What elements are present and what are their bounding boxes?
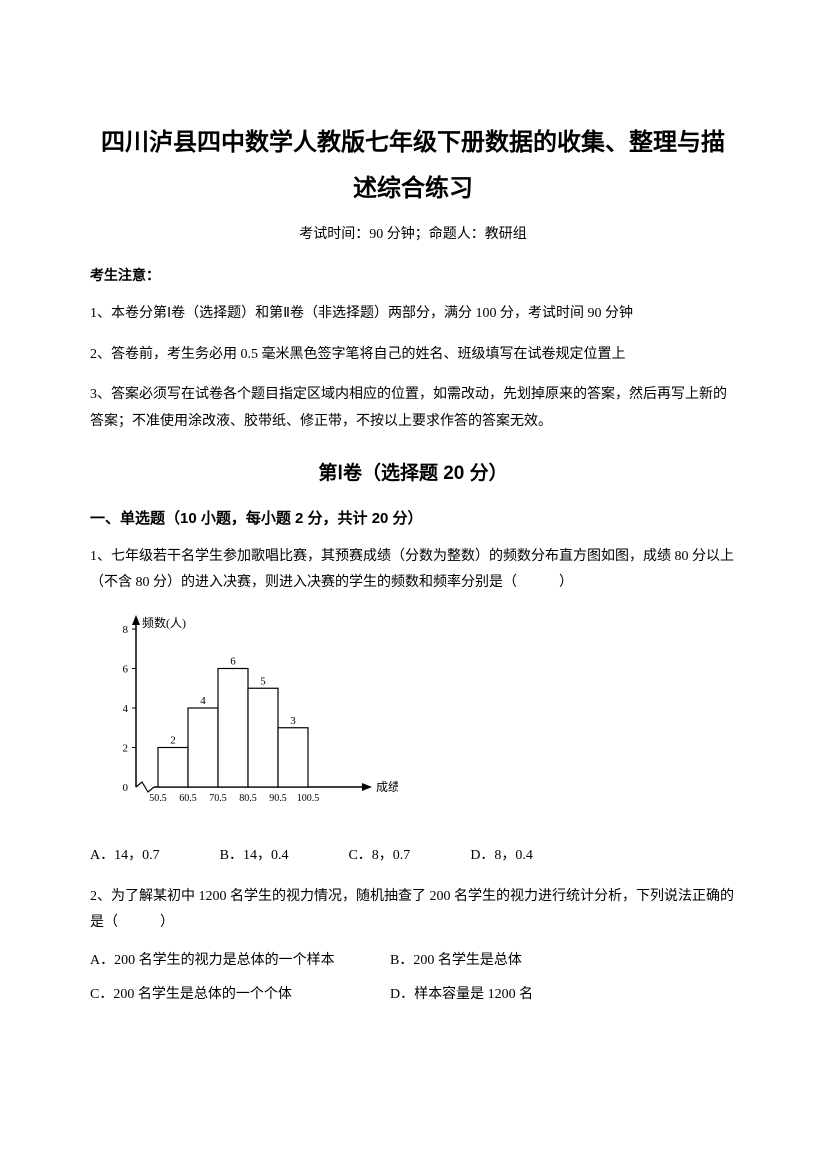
q1-option-c: C．8，0.7 bbox=[348, 844, 410, 864]
svg-text:8: 8 bbox=[123, 624, 129, 636]
notice-item: 1、本卷分第Ⅰ卷（选择题）和第Ⅱ卷（非选择题）两部分，满分 100 分，考试时间… bbox=[90, 301, 736, 328]
svg-text:6: 6 bbox=[123, 663, 129, 675]
svg-text:2: 2 bbox=[170, 734, 176, 746]
q2-option-c: C．200 名学生是总体的一个个体 bbox=[90, 983, 350, 1003]
question-1-text: 1、七年级若干名学生参加歌唱比赛，其预赛成绩（分数为整数）的频数分布直方图如图，… bbox=[90, 544, 736, 597]
q1-histogram: 0 2 4 6 8 频数(人) 成绩/分 2 4 6 5 3 50.5 60.5 70.5 80.5 90.5 1… bbox=[98, 609, 736, 824]
q2-option-a: A．200 名学生的视力是总体的一个样本 bbox=[90, 949, 350, 969]
svg-text:4: 4 bbox=[200, 695, 206, 707]
q1-options: A．14，0.7 B．14，0.4 C．8，0.7 D．8，0.4 bbox=[90, 844, 736, 864]
notice-heading: 考生注意： bbox=[90, 265, 736, 285]
section-heading: 第Ⅰ卷（选择题 20 分） bbox=[90, 458, 736, 485]
svg-text:90.5: 90.5 bbox=[269, 793, 287, 804]
svg-text:100.5: 100.5 bbox=[297, 793, 320, 804]
svg-text:6: 6 bbox=[230, 655, 236, 667]
q2-option-d: D．样本容量是 1200 名 bbox=[390, 983, 650, 1003]
part-heading: 一、单选题（10 小题，每小题 2 分，共计 20 分） bbox=[90, 507, 736, 528]
svg-text:2: 2 bbox=[123, 742, 129, 754]
svg-text:频数(人): 频数(人) bbox=[142, 615, 186, 630]
q2-options: A．200 名学生的视力是总体的一个样本 B．200 名学生是总体 C．200 … bbox=[90, 949, 736, 1003]
notice-item: 2、答卷前，考生务必用 0.5 毫米黑色签字笔将自己的姓名、班级填写在试卷规定位… bbox=[90, 342, 736, 369]
svg-text:0: 0 bbox=[123, 782, 129, 794]
exam-subtitle: 考试时间：90 分钟；命题人：教研组 bbox=[90, 223, 736, 243]
q1-option-b: B．14，0.4 bbox=[220, 844, 289, 864]
svg-text:70.5: 70.5 bbox=[209, 793, 227, 804]
histogram-svg: 0 2 4 6 8 频数(人) 成绩/分 2 4 6 5 3 50.5 60.5 70.5 80.5 90.5 1… bbox=[98, 609, 398, 819]
notice-item: 3、答案必须写在试卷各个题目指定区域内相应的位置，如需改动，先划掉原来的答案，然… bbox=[90, 382, 736, 435]
q2-option-b: B．200 名学生是总体 bbox=[390, 949, 650, 969]
exam-page: 四川泸县四中数学人教版七年级下册数据的收集、整理与描述综合练习 考试时间：90 … bbox=[0, 0, 826, 1169]
q1-option-d: D．8，0.4 bbox=[470, 844, 533, 864]
svg-text:成绩/分: 成绩/分 bbox=[376, 780, 398, 794]
svg-text:5: 5 bbox=[260, 675, 266, 687]
svg-text:50.5: 50.5 bbox=[149, 793, 167, 804]
svg-text:4: 4 bbox=[123, 703, 129, 715]
exam-title: 四川泸县四中数学人教版七年级下册数据的收集、整理与描述综合练习 bbox=[90, 120, 736, 211]
q1-option-a: A．14，0.7 bbox=[90, 844, 160, 864]
svg-text:60.5: 60.5 bbox=[179, 793, 197, 804]
svg-text:3: 3 bbox=[290, 715, 296, 727]
question-2-text: 2、为了解某初中 1200 名学生的视力情况，随机抽查了 200 名学生的视力进… bbox=[90, 884, 736, 937]
svg-text:80.5: 80.5 bbox=[239, 793, 257, 804]
